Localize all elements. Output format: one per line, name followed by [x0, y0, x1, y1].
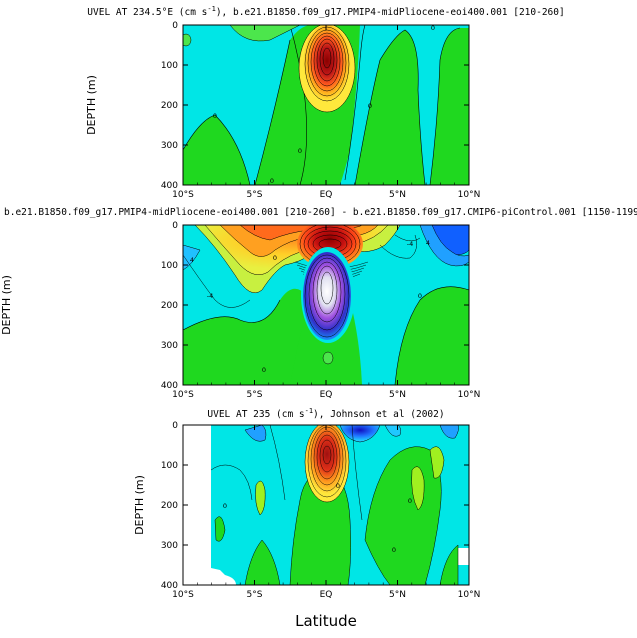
- x-tick-label: 10°N: [458, 190, 481, 200]
- panel2-y-axis-label: DEPTH (m): [0, 275, 13, 335]
- y-tick-label: 300: [161, 341, 178, 351]
- x-axis-label: Latitude: [295, 612, 357, 630]
- x-tick-label: 5°N: [389, 390, 406, 400]
- x-tick-label: 5°S: [247, 190, 263, 200]
- panel3-contour-fill: [183, 425, 469, 585]
- y-tick-label: 0: [172, 21, 178, 31]
- y-tick-label: 200: [161, 101, 178, 111]
- panel3-y-axis-label: DEPTH (m): [133, 475, 146, 535]
- contour-label: 0: [368, 102, 372, 110]
- panel-model-uvel: 0 0 0 0 0 UVEL AT 234.5°E (cm s-1), b.e21.B1…: [85, 5, 565, 200]
- y-tick-label: 100: [161, 61, 178, 71]
- y-tick-label: 200: [161, 501, 178, 511]
- x-tick-label: 5°S: [247, 590, 263, 600]
- x-tick-label: 10°S: [172, 390, 194, 400]
- contour-label: 0: [298, 147, 302, 155]
- y-tick-label: 100: [161, 461, 178, 471]
- panel2-contour-labels: 4 -4 0 0 0 -4 4: [190, 239, 430, 374]
- x-tick-label: 5°N: [389, 590, 406, 600]
- panel-difference: 4 -4 0 0 0 -4 4 b.e21.B1850.f09_g17.PMIP4-midP…: [0, 207, 637, 400]
- panel3-title: UVEL AT 235 (cm s-1), Johnson et al (200…: [207, 407, 444, 420]
- x-tick-label: 5°N: [389, 190, 406, 200]
- x-tick-label: 10°N: [458, 390, 481, 400]
- y-tick-label: 0: [172, 421, 178, 431]
- contour-label: 4: [426, 239, 430, 247]
- contour-label: 0: [408, 497, 412, 505]
- x-tick-label: 5°S: [247, 390, 263, 400]
- y-tick-label: 100: [161, 261, 178, 271]
- y-tick-label: 200: [161, 301, 178, 311]
- panel-observations: 0 0 0 0 UVEL AT 235 (cm s-1), Johnson et al…: [133, 407, 480, 630]
- y-tick-label: 300: [161, 541, 178, 551]
- panel1-title: UVEL AT 234.5°E (cm s-1), b.e21.B1850.f0…: [87, 5, 564, 18]
- contour-label: 0: [273, 254, 277, 262]
- contour-label: 0: [418, 292, 422, 300]
- x-tick-label: 10°N: [458, 590, 481, 600]
- contour-label: 0: [213, 112, 217, 120]
- contour-label: 0: [431, 24, 435, 32]
- contour-label: 0: [392, 546, 396, 554]
- contour-label: 0: [270, 177, 274, 185]
- panel1-y-axis-label: DEPTH (m): [85, 75, 98, 135]
- y-tick-label: 300: [161, 141, 178, 151]
- contour-label: 0: [223, 502, 227, 510]
- contour-label: -4: [407, 240, 413, 248]
- contour-label: 4: [190, 256, 194, 264]
- y-tick-label: 400: [161, 381, 178, 391]
- x-tick-label: 10°S: [172, 590, 194, 600]
- contour-label: 0: [336, 482, 340, 490]
- x-tick-label: EQ: [320, 390, 333, 400]
- panel2-title: b.e21.B1850.f09_g17.PMIP4-midPliocene-eo…: [4, 207, 637, 218]
- x-tick-label: EQ: [320, 590, 333, 600]
- panel3-contour-labels: 0 0 0 0: [223, 482, 412, 554]
- contour-label: -4: [207, 292, 213, 300]
- x-tick-label: 10°S: [172, 190, 194, 200]
- y-tick-label: 400: [161, 581, 178, 591]
- y-tick-label: 0: [172, 221, 178, 231]
- x-tick-label: EQ: [320, 190, 333, 200]
- panel1-contour-labels: 0 0 0 0 0: [213, 24, 435, 185]
- panel1-contour-fill: [183, 25, 469, 185]
- panel2-contour-fill: [183, 225, 469, 385]
- contour-label: 0: [262, 366, 266, 374]
- y-tick-label: 400: [161, 181, 178, 191]
